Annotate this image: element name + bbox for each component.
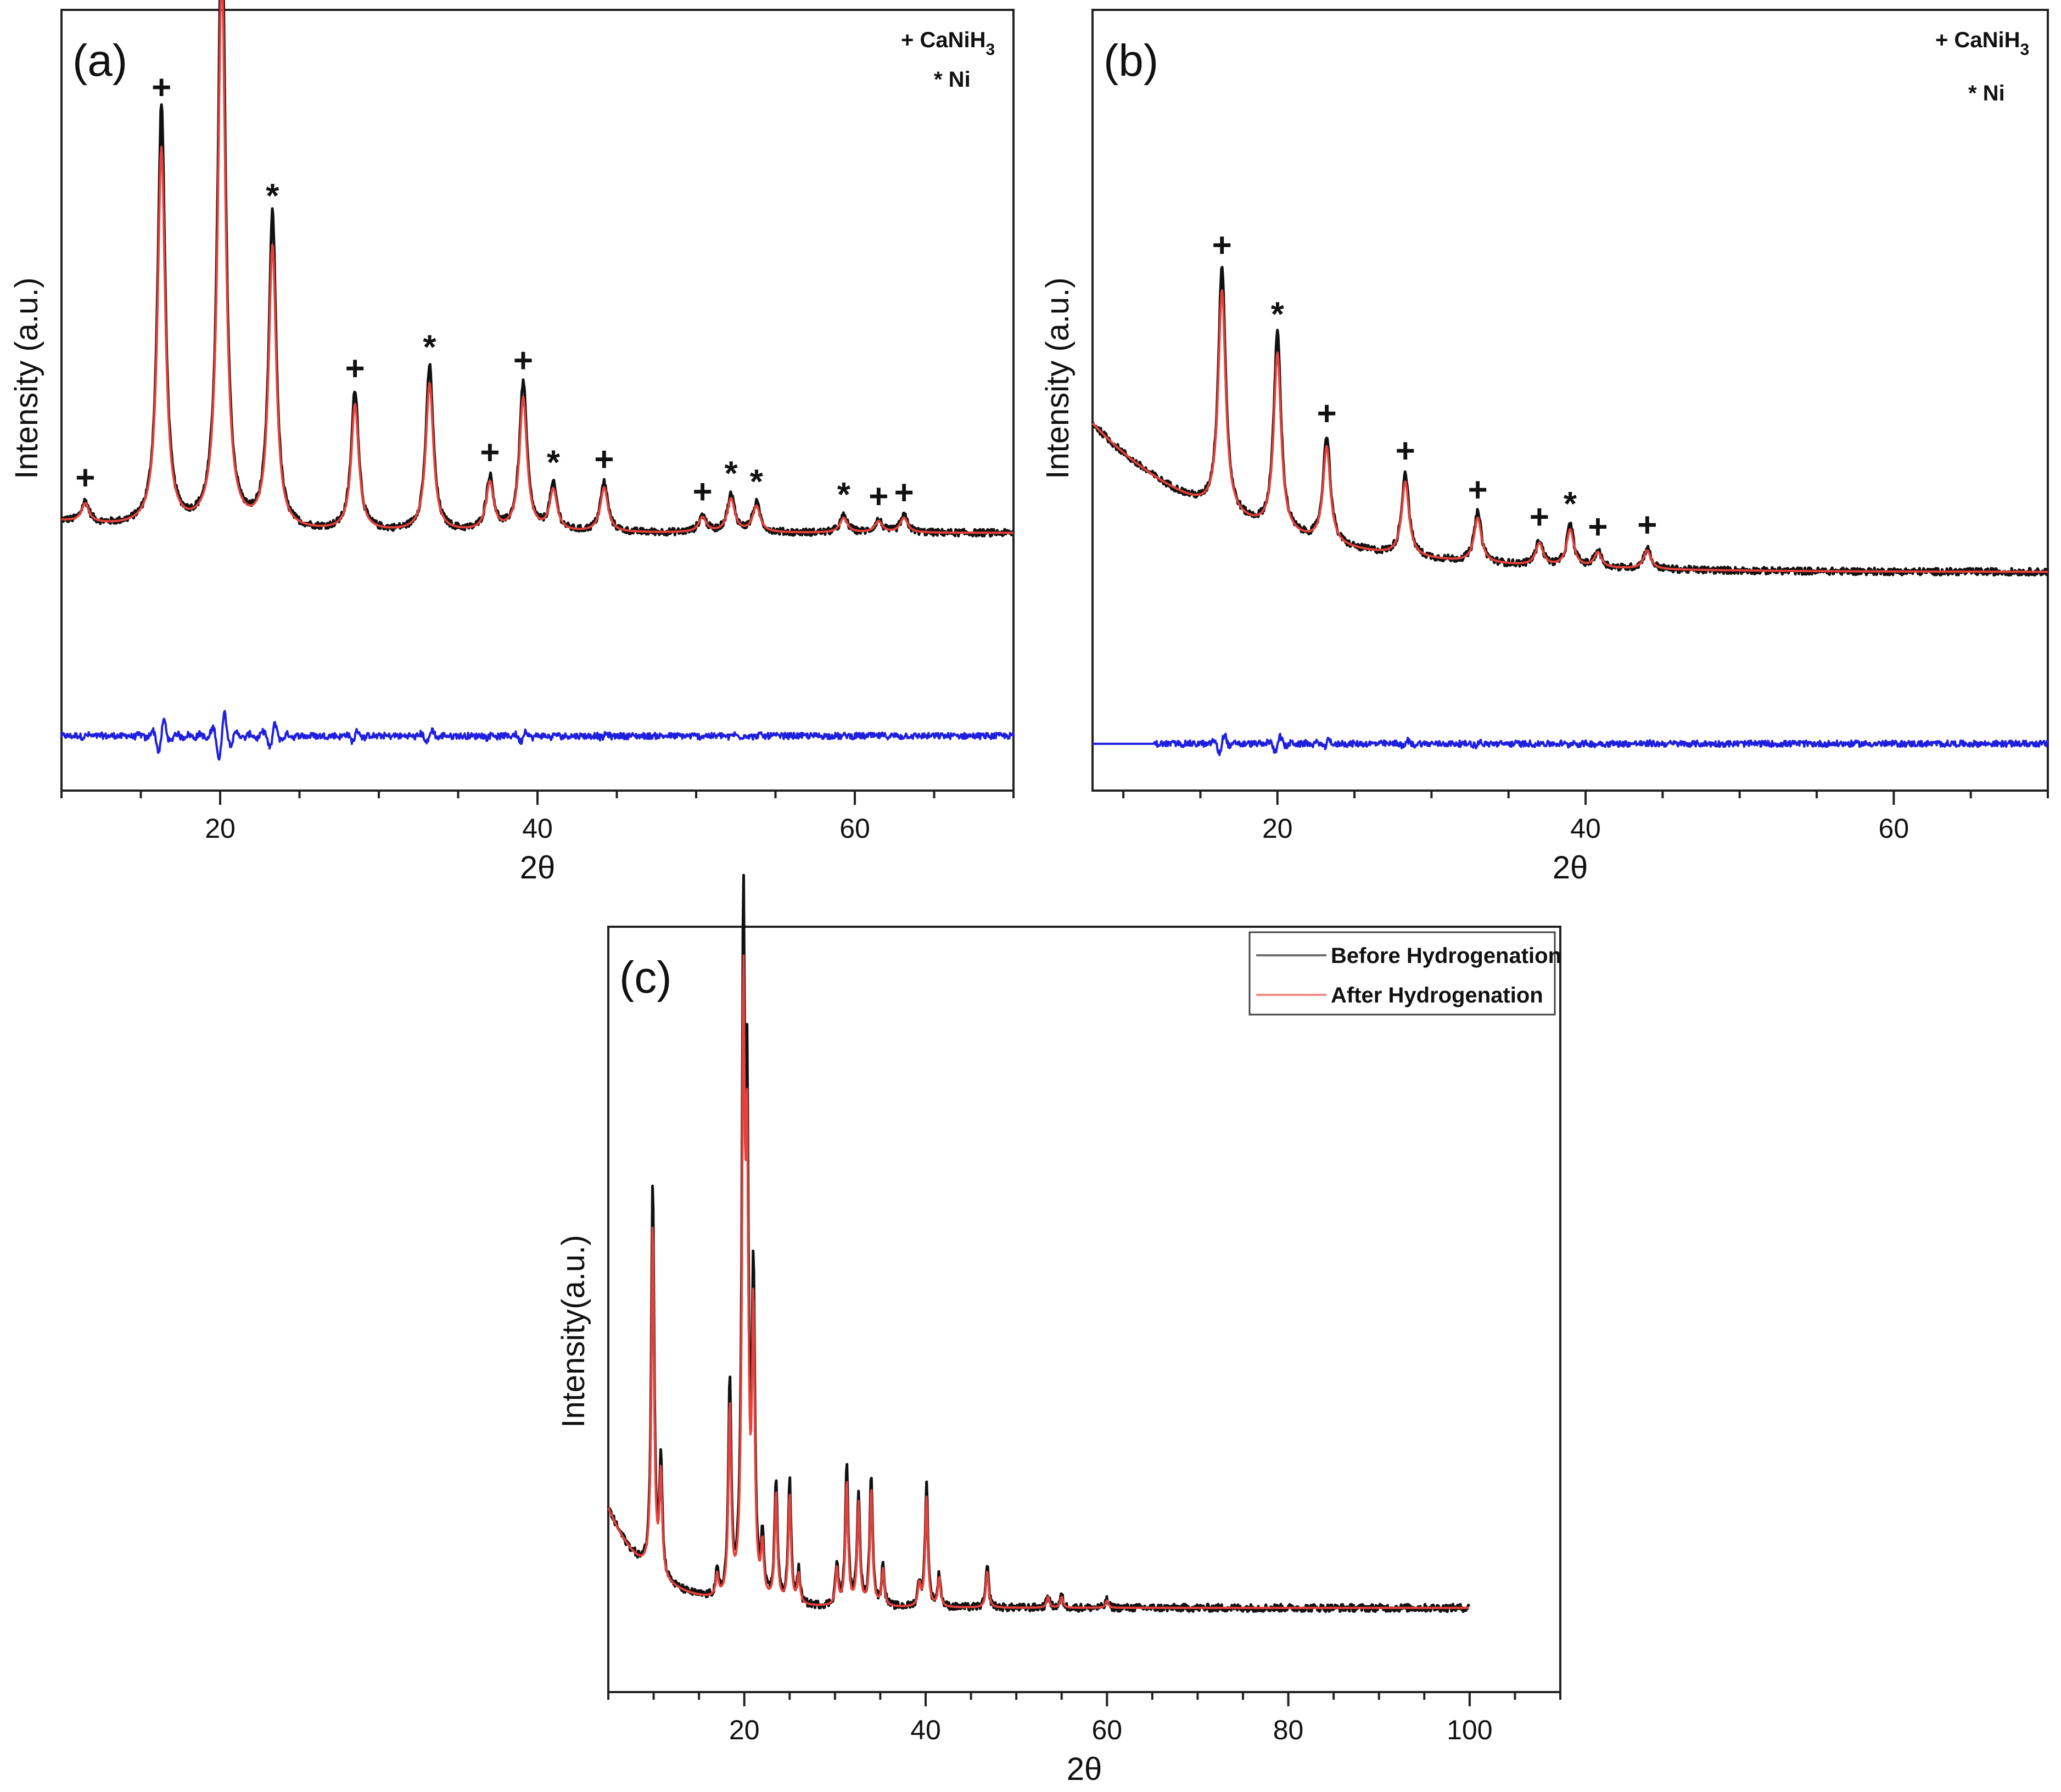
peak-marker-caNiH3: +	[480, 434, 500, 472]
legend-label: After Hydrogenation	[1331, 983, 1543, 1007]
peak-marker-caNiH3: +	[1317, 395, 1336, 433]
y-axis-label: Intensity (a.u.)	[1040, 277, 1076, 479]
plot-frame	[1091, 9, 2049, 792]
panel-c: 20 40 60 80 100 2θ Intensity(a.u.) (c) Before Hy…	[556, 873, 1561, 1787]
peak-marker-caNiH3: +	[1588, 508, 1608, 546]
x-tick-label: 20	[729, 1715, 760, 1745]
panel-label: (a)	[72, 36, 127, 86]
legend: + CaNiH3 * Ni	[901, 28, 995, 92]
legend: Before Hydrogenation After Hydrogenation	[1248, 931, 1561, 1016]
legend-label: + CaNiH3	[1935, 28, 2029, 59]
x-axis: 20 40 60	[60, 791, 1015, 844]
series-calculated	[61, 0, 1014, 534]
series-observed	[60, 0, 1015, 538]
peak-marker-ni: *	[1271, 295, 1285, 333]
series-difference	[1092, 732, 2049, 757]
peak-marker-ni: *	[266, 177, 279, 215]
plot-frame	[607, 926, 1561, 1693]
peak-marker-caNiH3: +	[869, 478, 888, 516]
x-tick-label: 40	[910, 1715, 941, 1745]
peak-marker-caNiH3: +	[1212, 226, 1232, 264]
series-difference	[60, 710, 1015, 761]
panel-b: 20 40 60 2θ Intensity (a.u.) (b) + * + + + + * + + + Ca…	[1040, 9, 2049, 886]
peak-marker-ni: *	[547, 444, 561, 482]
peak-marker-ni: *	[750, 463, 764, 501]
peak-marker-caNiH3: +	[75, 459, 95, 497]
x-axis-label: 2θ	[1067, 1751, 1102, 1787]
legend: + CaNiH3 * Ni	[1935, 28, 2029, 105]
plot-frame	[60, 9, 1015, 792]
x-tick-label: 40	[1570, 813, 1601, 844]
peak-marker-ni: *	[423, 328, 436, 366]
peak-marker-caNiH3: +	[1396, 432, 1415, 470]
peak-marker-ni: *	[837, 476, 851, 514]
series-after-hydrogenation	[607, 954, 1470, 1609]
peak-marker-caNiH3: +	[692, 473, 712, 511]
peak-marker-caNiH3: +	[894, 474, 914, 512]
x-axis-label: 2θ	[520, 850, 556, 886]
x-axis: 20 40 60	[1122, 791, 2049, 844]
x-axis: 20 40 60 80 100	[607, 1692, 1561, 1745]
series-calculated	[1091, 289, 2048, 573]
legend-label: * Ni	[1968, 81, 2005, 105]
panel-label: (c)	[619, 953, 672, 1003]
x-tick-label: 100	[1447, 1715, 1492, 1745]
x-tick-label: 60	[1879, 813, 1909, 844]
x-tick-label: 20	[205, 813, 236, 844]
x-tick-label: 40	[522, 813, 553, 844]
x-tick-label: 60	[839, 813, 870, 844]
x-tick-label: 60	[1091, 1715, 1122, 1745]
y-axis-label: Intensity(a.u.)	[556, 1235, 591, 1427]
peak-marker-caNiH3: +	[345, 350, 365, 388]
peak-marker-caNiH3: +	[1637, 506, 1657, 544]
legend-box	[1248, 931, 1556, 1016]
legend-label: * Ni	[934, 68, 971, 92]
peak-marker-ni: *	[1564, 485, 1577, 523]
peak-marker-caNiH3: +	[513, 341, 533, 379]
x-tick-label: 80	[1273, 1715, 1304, 1745]
peak-marker-caNiH3: +	[1468, 471, 1488, 509]
peak-marker-ni: *	[725, 455, 738, 492]
x-tick-label: 20	[1262, 813, 1293, 844]
legend-label: Before Hydrogenation	[1331, 944, 1561, 968]
legend-label: + CaNiH3	[901, 28, 995, 59]
panel-label: (b)	[1104, 36, 1158, 86]
y-axis-label: Intensity (a.u.)	[9, 277, 44, 479]
x-axis-label: 2θ	[1553, 850, 1588, 886]
peak-marker-caNiH3: +	[152, 69, 171, 107]
peak-marker-caNiH3: +	[594, 441, 614, 479]
peak-marker-caNiH3: +	[1530, 498, 1549, 536]
